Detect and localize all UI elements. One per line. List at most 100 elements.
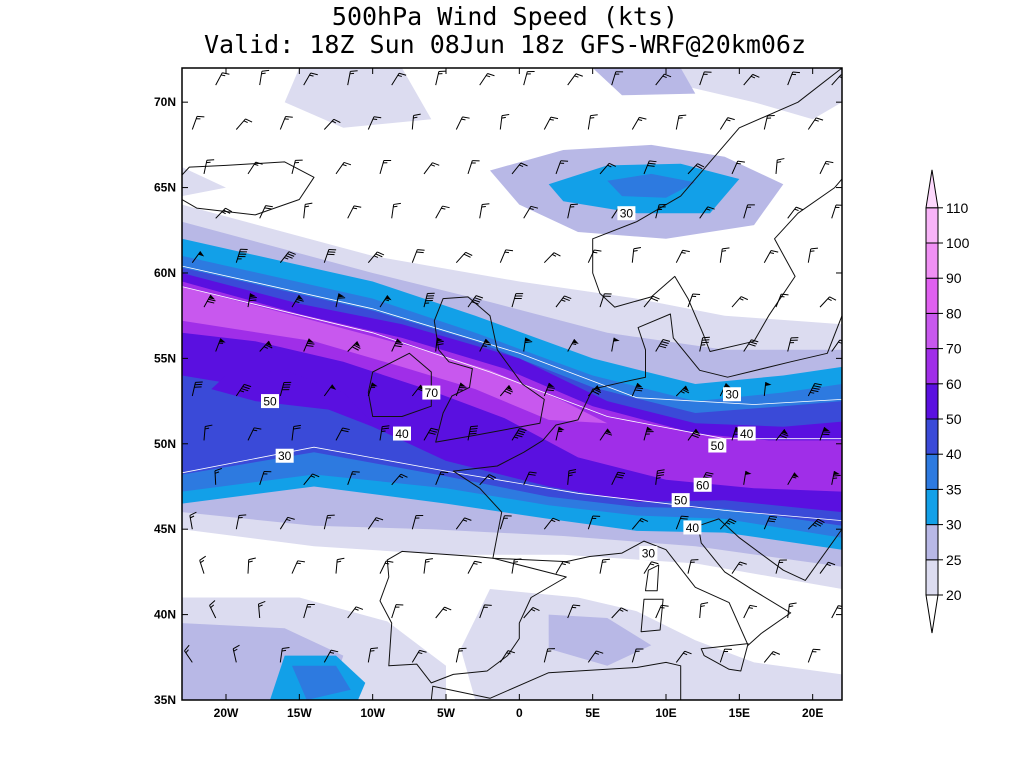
wind-barb — [655, 604, 669, 619]
y-tick-label: 70N — [154, 95, 176, 109]
legend-level-label: 50 — [946, 411, 962, 427]
wind-barb — [235, 248, 248, 263]
wind-barb — [423, 427, 439, 441]
y-tick-label: 45N — [154, 522, 176, 536]
wind-barb — [455, 647, 467, 663]
legend-swatch — [925, 418, 939, 455]
legend-level-label: 25 — [946, 552, 962, 568]
wind-barb — [214, 467, 223, 485]
wind-barb — [807, 247, 819, 263]
svg-text:40: 40 — [395, 427, 409, 441]
wind-barb — [787, 602, 797, 619]
wind-barb — [347, 471, 360, 485]
wind-barb — [209, 600, 217, 619]
wind-barb — [819, 561, 836, 574]
contour-label: 40 — [737, 426, 756, 441]
wind-barb — [455, 251, 473, 264]
legend-level-label: 110 — [946, 200, 969, 216]
wind-barb — [203, 294, 216, 308]
wind-barb — [423, 558, 433, 574]
wind-barb — [499, 249, 514, 263]
coastline-iberia — [379, 550, 567, 684]
contour-labels: 30 70 50 40 30 30 40 50 60 50 40 30 — [261, 206, 756, 561]
wind-band-12 — [431, 68, 842, 120]
wind-barb — [587, 249, 602, 263]
wind-barb — [411, 649, 427, 663]
wind-barb — [699, 71, 712, 86]
contour-label: 50 — [708, 438, 727, 453]
wind-barb — [303, 604, 315, 619]
wind-barb — [807, 648, 821, 663]
wind-barb — [787, 206, 804, 219]
contour-label: 30 — [617, 206, 636, 221]
wind-barb — [731, 561, 747, 574]
contour-label: 30 — [275, 448, 294, 463]
wind-barb — [215, 207, 233, 219]
x-tick-label: 15W — [287, 706, 312, 720]
wind-barb — [411, 515, 424, 530]
y-tick-label: 65N — [154, 181, 176, 195]
legend-min-arrow — [925, 594, 939, 634]
wind-barb — [687, 428, 701, 441]
wind-barb — [391, 338, 403, 352]
wind-barb — [699, 336, 710, 352]
wind-barb — [743, 604, 758, 619]
svg-text:70: 70 — [425, 386, 439, 400]
wind-barb — [611, 337, 620, 352]
wind-barb — [435, 205, 450, 219]
wind-barb — [599, 558, 610, 574]
wind-barb — [599, 428, 613, 441]
coastline-corsica — [645, 564, 660, 592]
wind-barb — [543, 116, 559, 130]
y-tick-label: 35N — [154, 693, 176, 707]
wind-barb — [511, 162, 528, 175]
contour-label: 60 — [693, 477, 712, 492]
svg-text:30: 30 — [620, 207, 634, 221]
wind-barb — [763, 114, 775, 130]
contour-label: 50 — [671, 493, 690, 508]
wind-barb — [499, 384, 513, 397]
wind-barb — [323, 384, 337, 397]
wind-barb — [567, 339, 579, 352]
y-tick-label: 50N — [154, 437, 176, 451]
wind-barb — [335, 427, 350, 441]
wind-barb — [391, 202, 401, 219]
contour-label: 50 — [261, 394, 279, 409]
wind-barb — [259, 205, 273, 219]
contour-label: 30 — [723, 387, 741, 402]
wind-barb — [555, 560, 571, 574]
wind-barb — [643, 561, 659, 574]
wind-barb — [467, 295, 484, 308]
wind-barb — [631, 382, 644, 397]
isotach-line-2 — [182, 265, 842, 405]
wind-barb — [631, 116, 647, 130]
legend-level-label: 35 — [946, 481, 962, 497]
wind-barb — [247, 427, 262, 441]
wind-barb — [807, 518, 825, 530]
legend-level-label: 40 — [946, 446, 962, 462]
wind-barb — [455, 382, 467, 397]
x-tick-label: 0 — [516, 706, 523, 720]
wind-barb — [643, 160, 657, 175]
wind-barb — [787, 337, 799, 352]
wind-barb — [347, 606, 364, 619]
wind-barb — [423, 292, 435, 308]
coastline-great-britain — [433, 296, 545, 443]
wind-barb — [511, 293, 524, 308]
wind-barb — [467, 160, 480, 175]
wind-barb — [479, 474, 496, 486]
legend-swatch — [925, 383, 939, 420]
svg-text:30: 30 — [642, 547, 656, 561]
wind-barb — [291, 294, 304, 308]
wind-barb — [543, 382, 555, 397]
wind-barb — [303, 473, 320, 486]
wind-barb — [819, 160, 834, 175]
wind-barb — [555, 160, 569, 175]
wind-barb — [215, 338, 226, 352]
legend-swatch — [925, 242, 939, 279]
wind-barb — [523, 205, 539, 219]
wind-barb — [587, 385, 602, 397]
legend-swatch — [925, 207, 939, 244]
legend-swatch — [925, 559, 939, 596]
wind-barb — [787, 71, 801, 86]
